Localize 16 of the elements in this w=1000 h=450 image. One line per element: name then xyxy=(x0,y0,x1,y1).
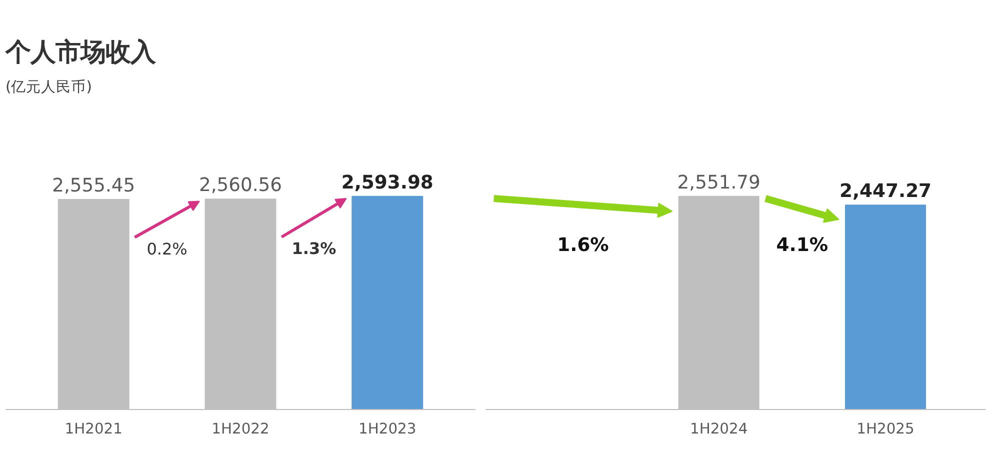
x-tick-label: 1H2025 xyxy=(856,420,914,438)
annotation: 4.1% xyxy=(776,235,828,256)
data-label: 2,593.98 xyxy=(341,172,434,194)
data-label: 2,555.45 xyxy=(52,176,136,197)
x-tick-label: 1H2023 xyxy=(358,420,416,438)
data-label: 2,551.79 xyxy=(677,172,760,194)
x-tick-label: 1H2021 xyxy=(64,420,122,438)
annotation: 0.2% xyxy=(146,239,188,258)
text: 1.6% xyxy=(557,235,610,256)
x-tick-label: 1H2024 xyxy=(690,420,748,438)
x-tick-label: 1H2022 xyxy=(212,420,270,438)
annotation: 1.3% xyxy=(292,239,336,258)
chart-subtitle: (亿元人民币) xyxy=(6,78,92,96)
chart-title: 个人市场收入 xyxy=(4,36,156,66)
data-label: 2,560.56 xyxy=(198,175,282,196)
data-label: 2,447.27 xyxy=(839,181,932,202)
